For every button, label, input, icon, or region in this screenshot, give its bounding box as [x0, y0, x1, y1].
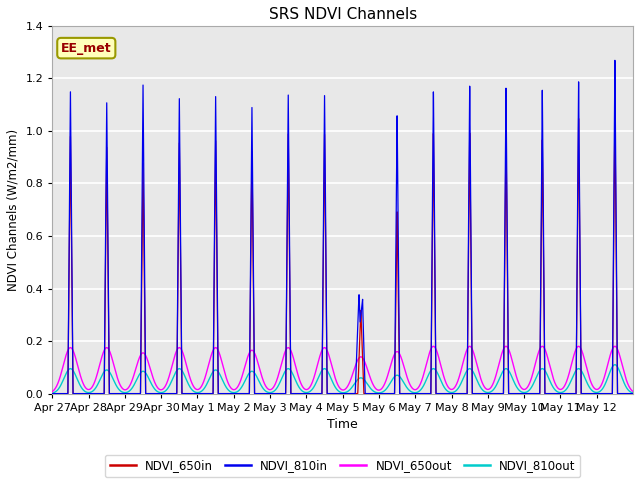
Y-axis label: NDVI Channels (W/m2/mm): NDVI Channels (W/m2/mm): [7, 129, 20, 291]
Title: SRS NDVI Channels: SRS NDVI Channels: [269, 7, 417, 22]
X-axis label: Time: Time: [327, 418, 358, 431]
Text: EE_met: EE_met: [61, 42, 111, 55]
Legend: NDVI_650in, NDVI_810in, NDVI_650out, NDVI_810out: NDVI_650in, NDVI_810in, NDVI_650out, NDV…: [105, 455, 580, 477]
